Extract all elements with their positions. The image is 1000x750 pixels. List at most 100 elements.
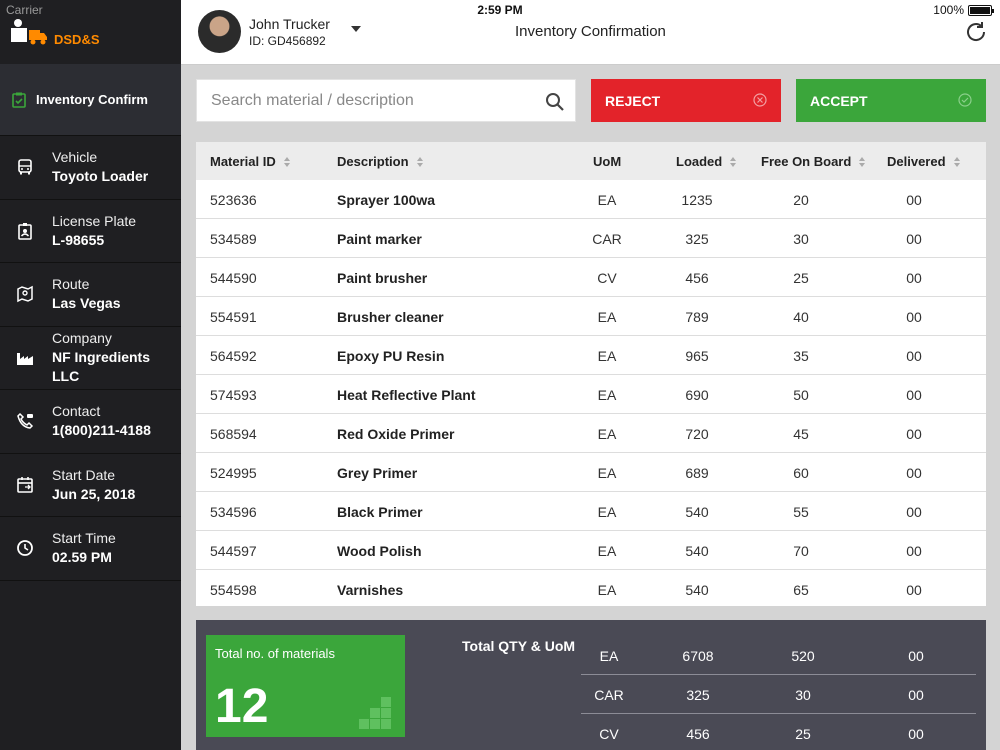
info-value: NF Ingredients LLC — [51, 349, 150, 385]
total-materials-count: 12 — [215, 680, 269, 733]
check-circle-icon — [958, 93, 972, 107]
sidebar-info-route: Route Las Vegas — [0, 263, 181, 327]
table-row[interactable]: 524995 Grey Primer EA 689 60 00 — [196, 453, 986, 492]
table-body: 523636 Sprayer 100wa EA 1235 20 00 534589 Paint… — [196, 180, 986, 606]
loaded-cell: 325 — [685, 231, 709, 247]
column-label: Delivered — [887, 154, 946, 169]
qty-row: CV 456 25 00 — [581, 714, 976, 750]
sort-icon — [953, 156, 960, 167]
delivered-cell: 00 — [906, 543, 922, 559]
qty-loaded: 325 — [686, 687, 710, 703]
materials-table: Material ID Description UoM Loaded Free … — [196, 142, 986, 606]
column-header-free-on-board[interactable]: Free On Board — [761, 154, 866, 169]
info-label: Vehicle — [52, 149, 98, 166]
description-cell: Paint brusher — [337, 270, 428, 286]
delivered-cell: 00 — [906, 504, 922, 520]
avatar[interactable] — [198, 10, 241, 53]
material-id-cell: 554591 — [210, 309, 257, 325]
qty-delivered: 00 — [908, 726, 924, 742]
info-label: Route — [52, 276, 90, 293]
factory-icon — [16, 352, 33, 365]
sort-icon — [730, 156, 737, 167]
description-cell: Paint marker — [337, 231, 422, 247]
description-cell: Red Oxide Primer — [337, 426, 455, 442]
qty-free-on-board: 25 — [795, 726, 811, 742]
free-on-board-cell: 55 — [793, 504, 809, 520]
sidebar-info-vehicle: Vehicle Toyoto Loader — [0, 136, 181, 200]
column-header-uom[interactable]: UoM — [593, 154, 621, 169]
description-cell: Heat Reflective Plant — [337, 387, 476, 403]
reject-button[interactable]: REJECT — [591, 79, 781, 122]
chevron-down-icon[interactable] — [351, 26, 361, 32]
column-label: UoM — [593, 154, 622, 169]
material-id-cell: 534596 — [210, 504, 257, 520]
delivered-cell: 00 — [906, 582, 922, 598]
material-id-cell: 523636 — [210, 192, 257, 208]
sort-icon — [416, 156, 423, 167]
app-name: DSD&S — [54, 31, 100, 47]
battery-status: 100% — [933, 3, 994, 17]
table-row[interactable]: 568594 Red Oxide Primer EA 720 45 00 — [196, 414, 986, 453]
info-value: Jun 25, 2018 — [52, 485, 136, 502]
qty-delivered: 00 — [908, 687, 924, 703]
uom-cell: EA — [597, 192, 617, 208]
accept-button[interactable]: ACCEPT — [796, 79, 986, 122]
column-header-loaded[interactable]: Loaded — [676, 154, 737, 169]
description-cell: Epoxy PU Resin — [337, 348, 445, 364]
qty-row: CAR 325 30 00 — [581, 675, 976, 714]
sidebar-info-license-plate: License Plate L-98655 — [0, 200, 181, 263]
table-row[interactable]: 564592 Epoxy PU Resin EA 965 35 00 — [196, 336, 986, 375]
table-row[interactable]: 523636 Sprayer 100wa EA 1235 20 00 — [196, 180, 986, 219]
delivered-cell: 00 — [906, 426, 922, 442]
uom-cell: EA — [597, 504, 617, 520]
column-header-material-id[interactable]: Material ID — [210, 154, 290, 169]
info-label: Start Date — [52, 466, 116, 483]
delivered-cell: 00 — [906, 309, 922, 325]
info-label: Start Time — [52, 530, 116, 547]
loaded-cell: 540 — [685, 582, 709, 598]
info-label: License Plate — [52, 212, 137, 229]
free-on-board-cell: 40 — [793, 309, 809, 325]
info-value: Toyoto Loader — [52, 168, 149, 185]
calendar-icon — [17, 476, 33, 493]
sidebar-item-inventory-confirm[interactable]: Inventory Confirm — [0, 64, 181, 136]
table-row[interactable]: 534589 Paint marker CAR 325 30 00 — [196, 219, 986, 258]
sidebar-info-company: Company NF Ingredients LLC — [0, 327, 181, 390]
uom-cell: CAR — [592, 231, 622, 247]
id-badge-icon — [18, 222, 32, 240]
loaded-cell: 689 — [685, 465, 709, 481]
refresh-icon[interactable] — [964, 20, 988, 44]
material-id-cell: 544597 — [210, 543, 257, 559]
info-value: 02.59 PM — [52, 549, 112, 566]
description-cell: Wood Polish — [337, 543, 422, 559]
column-header-delivered[interactable]: Delivered — [887, 154, 960, 169]
column-header-description[interactable]: Description — [337, 154, 423, 169]
delivered-cell: 00 — [906, 270, 922, 286]
search-input[interactable] — [197, 80, 527, 121]
table-row[interactable]: 534596 Black Primer EA 540 55 00 — [196, 492, 986, 531]
table-row[interactable]: 554591 Brusher cleaner EA 789 40 00 — [196, 297, 986, 336]
loaded-cell: 1235 — [681, 192, 713, 208]
table-row[interactable]: 574593 Heat Reflective Plant EA 690 50 00 — [196, 375, 986, 414]
bus-icon — [18, 159, 32, 175]
loaded-cell: 720 — [685, 426, 709, 442]
table-row[interactable]: 544597 Wood Polish EA 540 70 00 — [196, 531, 986, 570]
table-row[interactable]: 554598 Varnishes EA 540 65 00 — [196, 570, 986, 606]
free-on-board-cell: 25 — [793, 270, 809, 286]
uom-cell: EA — [597, 309, 617, 325]
material-id-cell: 554598 — [210, 582, 257, 598]
carrier-label: Carrier — [6, 3, 43, 17]
qty-loaded: 6708 — [682, 648, 714, 664]
info-label: Contact — [52, 403, 101, 420]
free-on-board-cell: 65 — [793, 582, 809, 598]
material-id-cell: 544590 — [210, 270, 257, 286]
clock-icon — [17, 540, 33, 557]
clipboard-check-icon — [12, 92, 26, 108]
info-value: 1(800)211-4188 — [52, 422, 151, 439]
app-logo: DSD&S — [0, 0, 181, 64]
qty-loaded: 456 — [686, 726, 710, 742]
search-icon[interactable] — [545, 92, 565, 112]
accept-label: ACCEPT — [810, 92, 868, 109]
table-row[interactable]: 544590 Paint brusher CV 456 25 00 — [196, 258, 986, 297]
status-bar: Carrier 2:59 PM 100% — [0, 0, 1000, 20]
